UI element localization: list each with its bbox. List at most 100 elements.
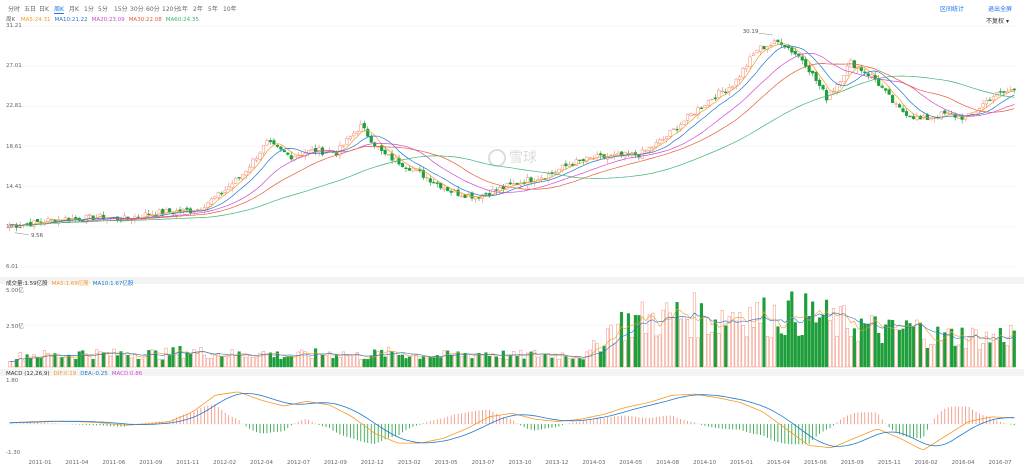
price-y-tick-2: 22.81 (6, 103, 22, 110)
candle (362, 123, 366, 129)
candle (776, 39, 780, 43)
candle (380, 145, 384, 151)
volume-bar (508, 354, 512, 368)
period-tab-0[interactable]: 分时 (8, 6, 21, 13)
candle (1009, 89, 1013, 91)
period-tab-9[interactable]: 60分 (146, 6, 160, 13)
x-tick-1: 2011-04 (65, 460, 89, 466)
x-tick-20: 2015-04 (766, 460, 790, 466)
volume-bar (192, 349, 196, 368)
volume-legend-item-0: 成交量:1.59亿股 (6, 281, 48, 287)
volume-bar (974, 329, 978, 368)
candle (880, 85, 884, 88)
volume-bar (623, 340, 627, 368)
adjust-select[interactable]: 不复权 ▾ (986, 16, 1009, 25)
volume-bar (446, 350, 450, 368)
candle (414, 168, 418, 171)
candle (870, 74, 874, 77)
x-tick-25: 2016-04 (951, 460, 975, 466)
candle (366, 128, 370, 137)
period-tab-4[interactable]: 月K (69, 6, 79, 13)
candle (658, 139, 662, 144)
volume-bar (334, 354, 339, 368)
volume-bar (216, 353, 220, 368)
volume-bar (706, 334, 710, 368)
candle (157, 209, 161, 217)
volume-bar (953, 345, 957, 368)
period-tab-7[interactable]: 15分 (114, 6, 128, 13)
volume-bar (668, 312, 672, 368)
volume-bar (102, 352, 106, 368)
candle (731, 86, 735, 89)
volume-bar (515, 356, 519, 368)
candle (432, 181, 436, 184)
volume-bar (1009, 325, 1013, 368)
candle (574, 159, 578, 166)
volume-bar (567, 358, 571, 368)
candle (647, 147, 651, 151)
macd-legend-item-3: MACD:0.86 (111, 371, 143, 377)
candle (209, 198, 213, 205)
volume-bar (449, 354, 453, 368)
candle (692, 114, 697, 116)
volume-bar (223, 356, 227, 368)
volume-y-tick-1: 2.50亿 (6, 324, 24, 330)
volume-bar (675, 302, 679, 368)
candle (501, 186, 505, 190)
candle (359, 124, 363, 132)
volume-bar (891, 320, 895, 368)
x-tick-7: 2012-07 (286, 460, 310, 466)
period-tab-11[interactable]: 1年 (178, 6, 188, 13)
exit-fullscreen-link[interactable]: 退出全屏 (988, 6, 1013, 13)
period-tab-3[interactable]: 周K (54, 6, 64, 14)
period-tab-13[interactable]: 5年 (208, 6, 218, 13)
volume-legend-item-2: MA10:1.67亿股 (92, 281, 134, 287)
volume-bar (585, 351, 589, 368)
volume-bar (39, 358, 43, 368)
volume-bar (88, 355, 92, 368)
candle (539, 177, 544, 180)
low-pointer (14, 232, 29, 236)
candle (710, 98, 714, 101)
volume-bar (578, 358, 582, 368)
candle (904, 111, 909, 116)
candle (828, 95, 832, 100)
candle (960, 116, 964, 120)
volume-bar (543, 353, 547, 368)
volume-bar (491, 353, 495, 368)
volume-bar (484, 352, 488, 368)
volume-bar (856, 341, 860, 368)
volume-bar (1002, 342, 1006, 368)
volume-bar (1005, 345, 1009, 368)
range-stats-link[interactable]: 区间统计 (940, 6, 965, 13)
volume-separator (0, 277, 1024, 284)
volume-bar (411, 354, 415, 368)
period-tab-8[interactable]: 30分 (130, 6, 144, 13)
volume-bar (783, 335, 787, 368)
volume-bar (341, 351, 345, 368)
volume-bar (227, 356, 231, 368)
x-tick-12: 2013-07 (471, 460, 495, 466)
period-tab-6[interactable]: 5分 (98, 6, 108, 13)
candle (1012, 88, 1016, 91)
period-tab-1[interactable]: 五日 (24, 6, 37, 13)
period-tab-12[interactable]: 2年 (193, 6, 203, 13)
volume-bar (310, 358, 314, 368)
candle (29, 222, 33, 227)
period-tab-2[interactable]: 日K (39, 6, 49, 13)
ma60-line (9, 75, 1015, 226)
volume-bar (786, 300, 790, 368)
volume-bar (679, 318, 683, 368)
volume-bar (713, 319, 717, 368)
candle (925, 114, 929, 120)
volume-bar (915, 319, 919, 368)
volume-bar (456, 351, 460, 368)
candle (498, 186, 502, 191)
volume-bar (355, 352, 359, 368)
period-tab-5[interactable]: 1分 (84, 6, 94, 13)
candle (35, 219, 40, 223)
candle (442, 187, 446, 190)
period-tab-14[interactable]: 10年 (223, 6, 237, 13)
period-tab-10[interactable]: 120分 (162, 6, 180, 13)
